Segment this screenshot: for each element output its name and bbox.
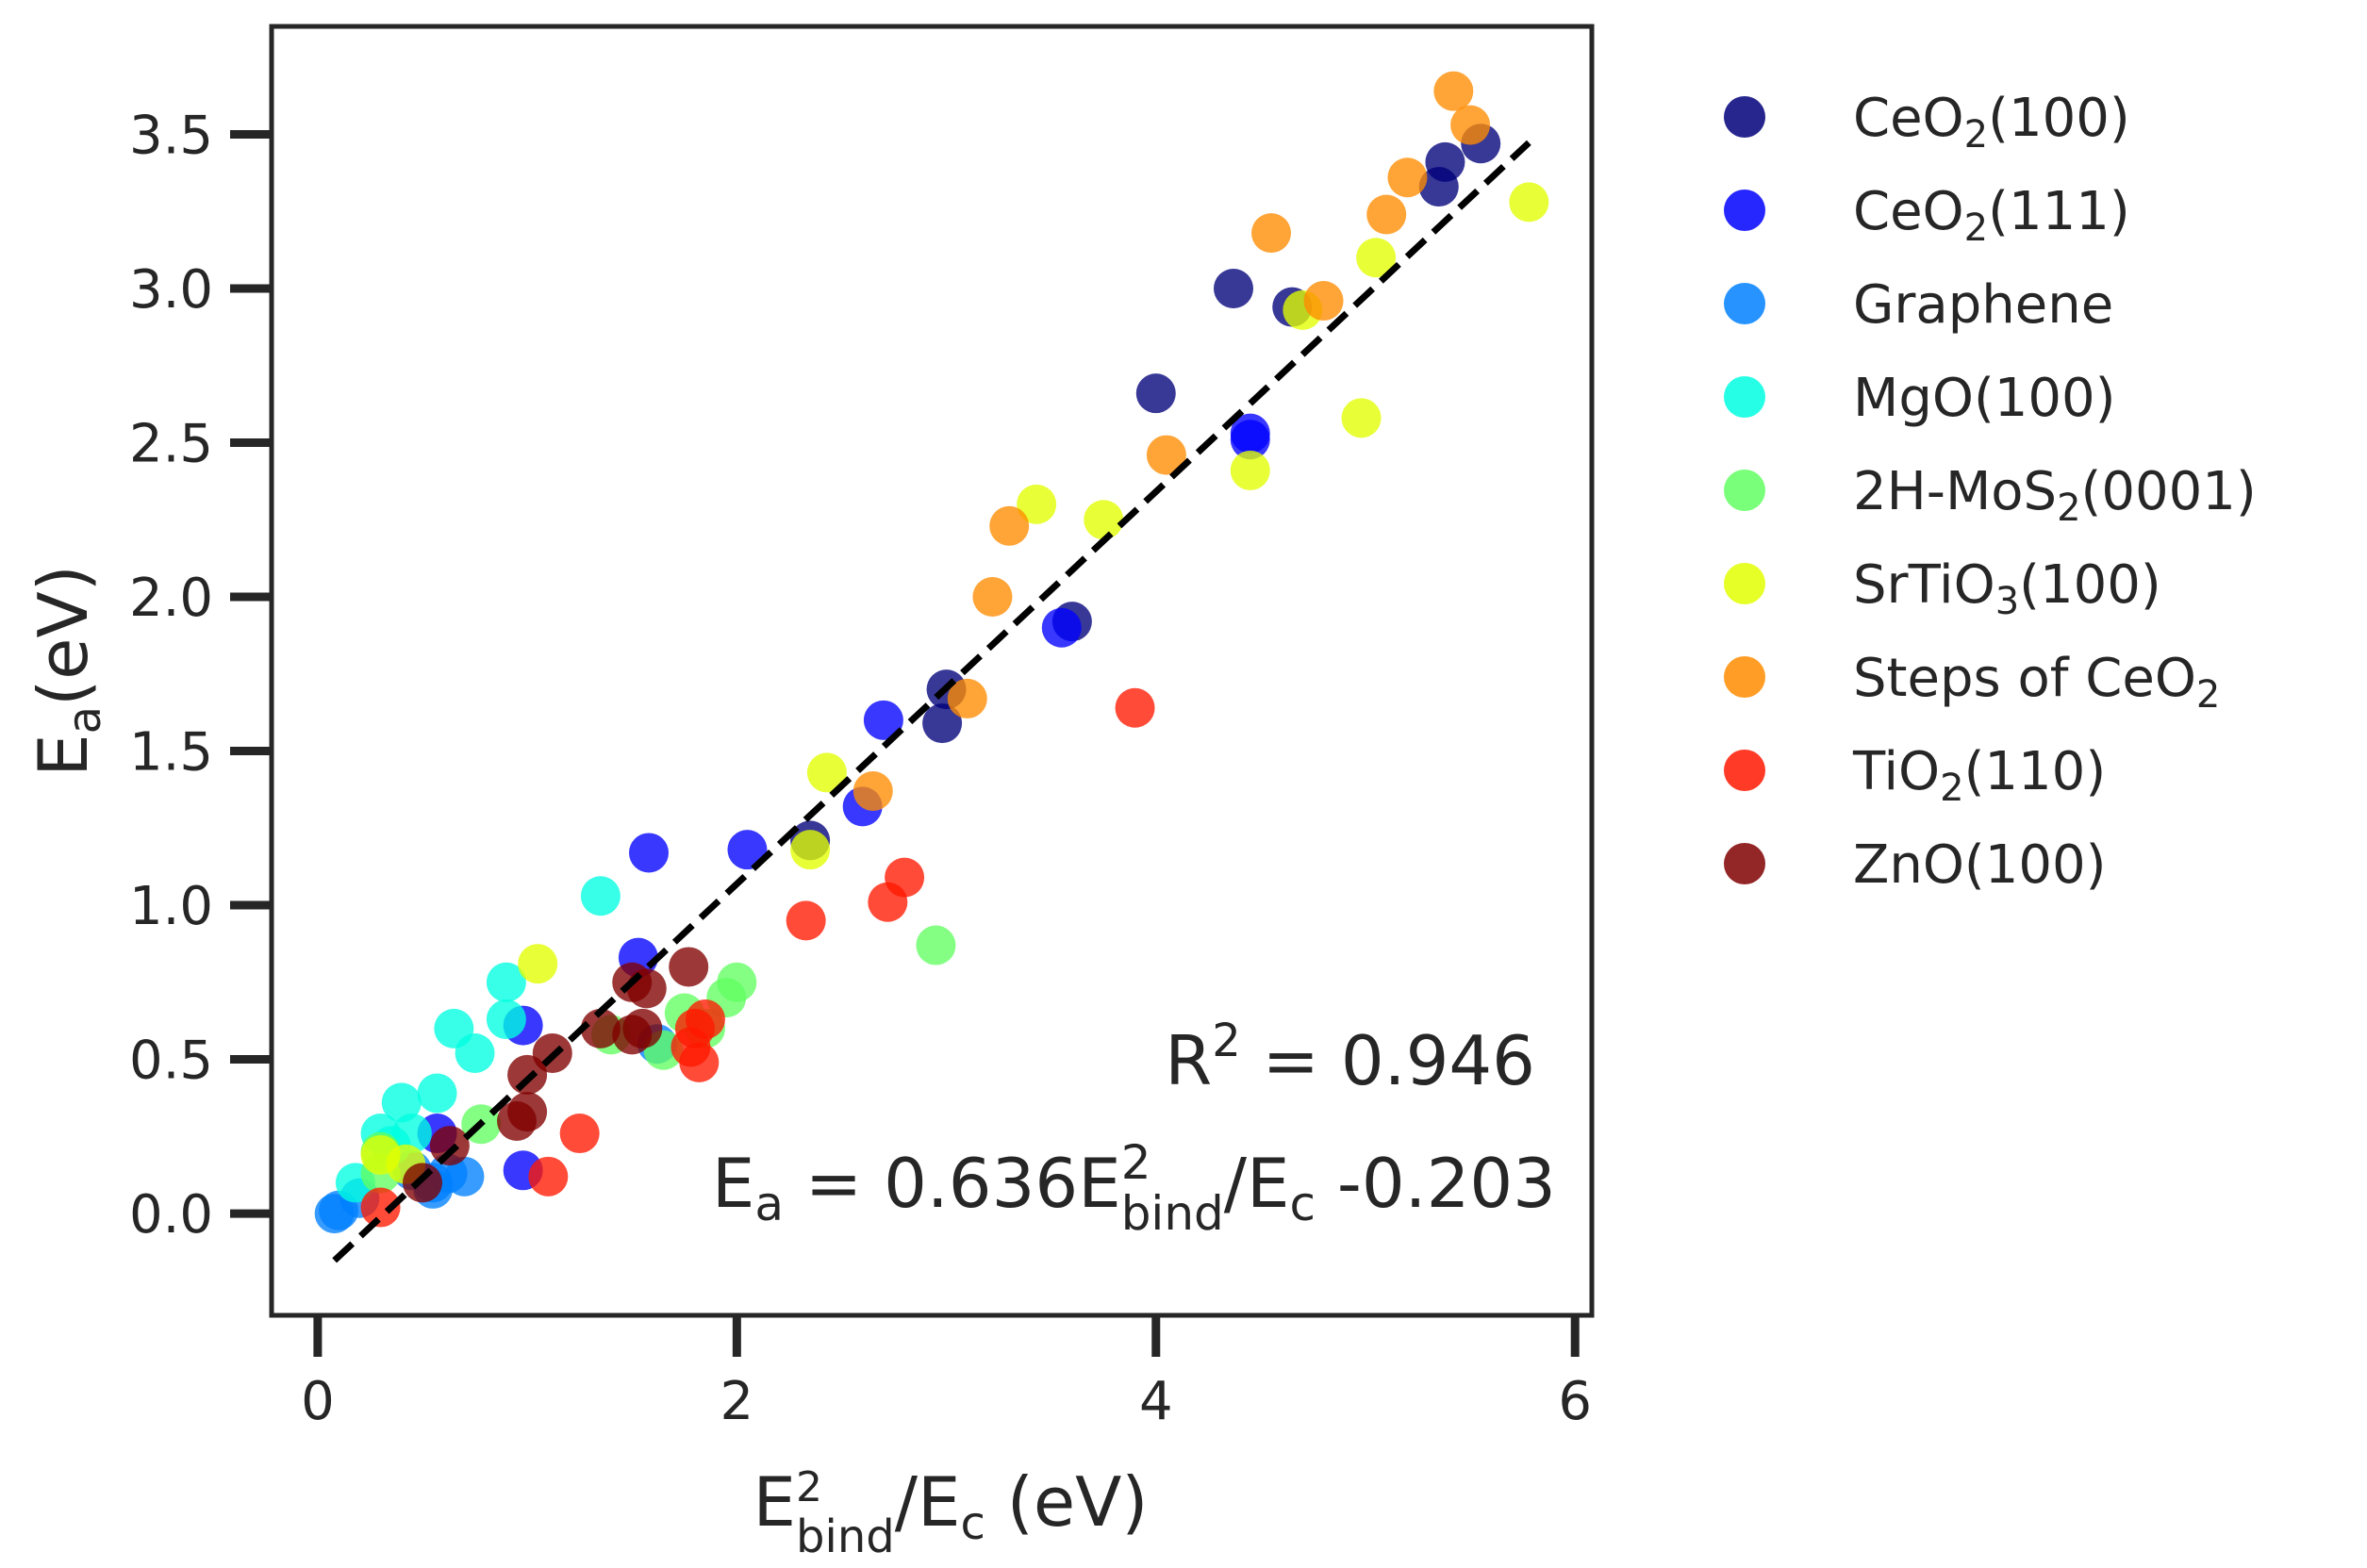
legend-marker-6 [1724,656,1765,698]
legend-label-7: TiO2(110) [1852,741,2106,810]
data-point-s5-p7 [806,752,847,793]
data-point-s0-p3 [1214,268,1253,308]
data-point-s8-p7 [507,1054,548,1095]
legend-marker-4 [1724,470,1765,511]
data-point-s6-p7 [989,505,1030,546]
legend-marker-3 [1724,376,1765,418]
data-point-s5-p6 [1084,500,1124,540]
data-point-s8-p0 [669,947,709,987]
data-point-s1-p5 [727,830,768,870]
fit-equation-annotation: Ea = 0.636E2 bind/Ec -0.203 [712,1135,1556,1241]
data-point-s3-p4 [455,1033,495,1074]
data-point-s5-p8 [790,830,831,870]
x-tick-label-3: 6 [1558,1371,1592,1432]
legend-label-4: 2H-MoS2(0001) [1853,461,2257,530]
points-layer [314,71,1549,1234]
data-point-s6-p10 [852,771,893,812]
x-axis-title: E2 bind/Ec (eV) [753,1462,1149,1563]
data-point-s7-p9 [528,1156,569,1197]
r-squared-annotation: R2 = 0.946 [1165,1015,1535,1100]
fit-line [332,140,1531,1263]
x-axis: 0 2 4 6 [301,1315,1592,1432]
data-point-s6-p9 [947,678,987,718]
data-point-s0-p2 [1418,167,1459,207]
data-point-s0-p7 [922,703,963,744]
data-point-s7-p0 [1115,687,1155,728]
data-point-s4-p0 [916,925,956,966]
legend-marker-2 [1724,283,1765,324]
data-point-s1-p3 [863,700,903,740]
data-point-s5-p4 [1230,450,1270,490]
data-point-s7-p3 [786,900,826,941]
data-point-s6-p1 [1450,105,1491,145]
data-point-s3-p1 [486,962,526,1002]
legend-label-2: Graphene [1853,274,2113,336]
legend-label-0: CeO2(100) [1853,88,2130,157]
legend: CeO2(100) CeO2(111) Graphene MgO(100) 2H-MoS… [1724,88,2257,896]
legend-marker-7 [1724,750,1765,791]
data-point-s6-p3 [1366,194,1407,235]
data-point-s3-p10 [391,1114,432,1154]
data-point-s5-p1 [1356,238,1397,278]
data-point-s6-p6 [1146,435,1186,475]
data-point-s3-p6 [417,1073,457,1114]
data-point-s6-p8 [972,577,1013,618]
data-point-s1-p2 [1041,607,1082,648]
data-point-s8-p5 [580,1008,621,1048]
data-point-s6-p2 [1387,157,1428,198]
data-point-s7-p8 [559,1114,600,1154]
plot-frame [269,24,1595,1318]
legend-marker-0 [1724,96,1765,138]
data-point-s6-p0 [1433,71,1474,111]
data-point-s3-p5 [381,1082,422,1123]
data-point-s3-p3 [486,999,526,1040]
legend-label-6: Steps of CeO2 [1853,648,2220,717]
data-point-s1-p1 [1230,420,1270,460]
data-point-s7-p10 [360,1187,401,1228]
data-point-s1-p6 [629,833,669,873]
x-tick-label-0: 0 [301,1371,335,1432]
legend-label-1: CeO2(111) [1853,181,2130,250]
y-axis-title: Ea(eV) [24,565,111,777]
y-tick-label-6: 3.0 [129,259,213,321]
legend-label-8: ZnO(100) [1853,834,2107,896]
x-tick-label-1: 2 [720,1371,754,1432]
data-point-s5-p0 [1509,182,1549,223]
data-point-s5-p11 [360,1134,401,1175]
y-tick-label-5: 2.5 [129,413,213,474]
data-point-s8-p4 [612,1015,653,1055]
y-tick-label-1: 0.5 [129,1031,213,1092]
data-point-s5-p9 [518,944,558,984]
y-tick-label-2: 1.0 [129,876,213,937]
legend-marker-1 [1724,190,1765,231]
data-point-s5-p5 [1017,484,1057,524]
data-point-s3-p0 [580,876,621,916]
data-point-s8-p11 [403,1163,442,1203]
data-point-s8-p10 [429,1126,470,1166]
y-tick-label-7: 3.5 [129,105,213,166]
data-point-s6-p4 [1251,213,1291,254]
legend-marker-5 [1724,563,1765,604]
data-point-s6-p5 [1303,281,1344,322]
y-tick-label-0: 0.0 [129,1184,213,1246]
data-point-s8-p9 [497,1100,537,1141]
data-point-s0-p5 [1135,373,1176,414]
legend-label-3: MgO(100) [1853,368,2116,429]
y-tick-label-3: 1.5 [129,722,213,784]
y-tick-label-4: 2.0 [129,568,213,629]
legend-marker-8 [1724,843,1765,884]
data-point-s7-p7 [679,1042,720,1082]
data-point-s5-p2 [1341,398,1382,438]
legend-label-5: SrTiO3(100) [1853,554,2161,623]
x-tick-label-2: 4 [1139,1371,1173,1432]
data-point-s8-p2 [626,968,667,1009]
y-axis: 0.0 0.5 1.0 1.5 2.0 2.5 3.0 3.5 [129,105,272,1246]
data-point-s7-p2 [868,882,908,922]
